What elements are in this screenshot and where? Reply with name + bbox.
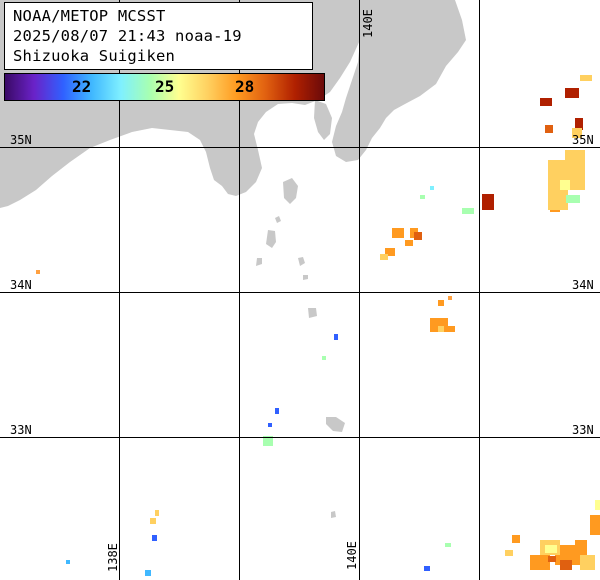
lat-label-35n-left: 35N [10,133,32,147]
hachijojima [326,417,345,432]
izu-oshima [283,178,298,204]
lat-label-33n-right: 33N [572,423,594,437]
sst-patches [36,75,600,576]
title-line-org: Shizuoka Suigiken [13,47,176,65]
sst-colorbar: 22 25 28 [4,73,325,101]
aogashima [331,511,336,518]
lon-label-140e-bottom: 140E [345,541,359,570]
lat-label-33n-left: 33N [10,423,32,437]
niijima [266,230,276,248]
boso-peninsula [332,0,466,162]
miura-peninsula [314,100,332,140]
lat-label-35n-right: 35N [572,133,594,147]
shikinejima [256,258,262,266]
title-line-sensor: NOAA/METOP MCSST [13,7,166,25]
title-line-datetime: 2025/08/07 21:43 noaa-19 [13,27,242,45]
miyakejima [308,308,317,318]
lat-label-34n-right: 34N [572,278,594,292]
colorbar-tick-22: 22 [72,77,92,96]
kozushima [298,257,305,266]
mikurajima [303,275,308,280]
colorbar-tick-25: 25 [155,77,175,96]
lat-label-34n-left: 34N [10,278,32,292]
lon-label-140e-top: 140E [361,9,375,38]
toshima [275,216,281,223]
colorbar-tick-28: 28 [235,77,255,96]
lon-label-138e-bottom: 138E [106,543,120,572]
title-box: NOAA/METOP MCSST 2025/08/07 21:43 noaa-1… [4,2,313,70]
